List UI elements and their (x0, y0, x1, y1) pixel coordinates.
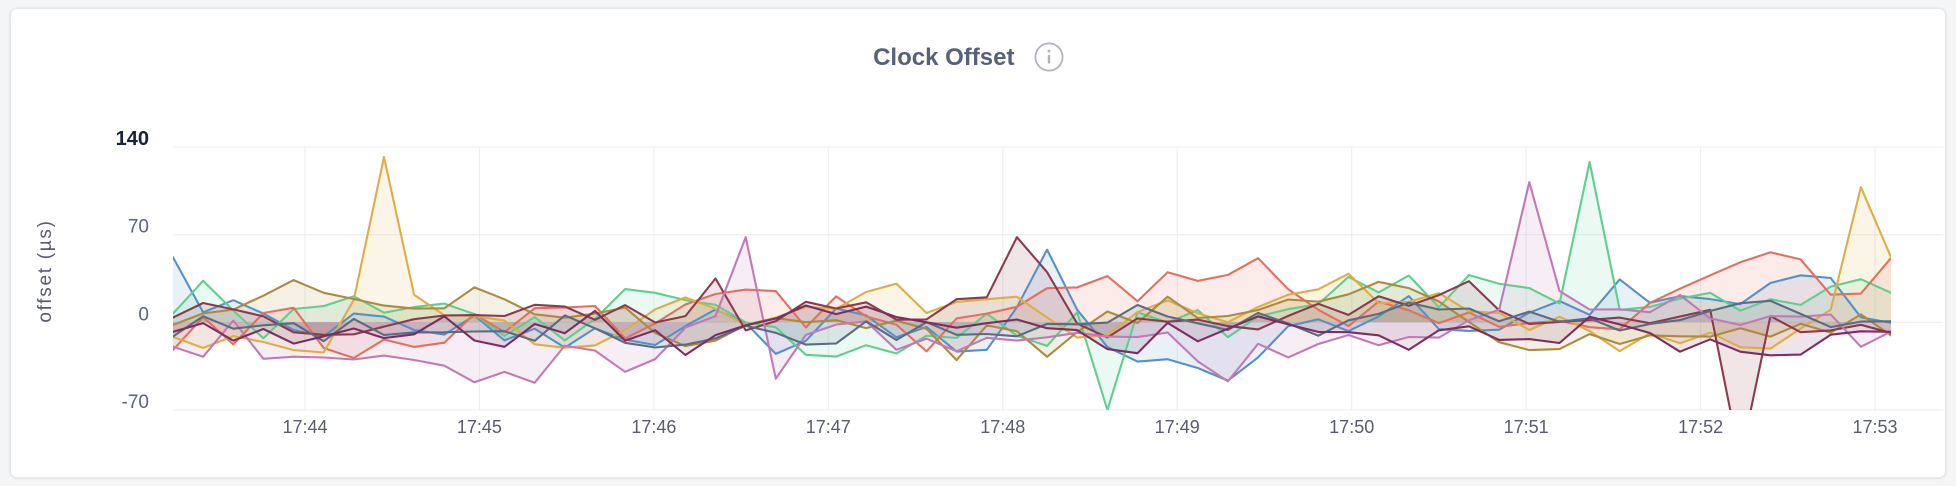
svg-text:0: 0 (138, 304, 149, 325)
svg-text:17:50: 17:50 (1329, 417, 1374, 437)
svg-text:140: 140 (116, 128, 149, 150)
svg-text:17:52: 17:52 (1678, 417, 1723, 437)
svg-text:17:46: 17:46 (631, 417, 676, 437)
svg-text:17:49: 17:49 (1155, 417, 1200, 437)
svg-text:17:45: 17:45 (457, 417, 502, 437)
svg-text:17:51: 17:51 (1504, 417, 1549, 437)
svg-text:17:44: 17:44 (282, 417, 327, 437)
svg-text:70: 70 (128, 217, 149, 238)
svg-text:17:53: 17:53 (1852, 417, 1897, 437)
svg-text:17:48: 17:48 (980, 417, 1025, 437)
svg-text:-70: -70 (122, 392, 149, 413)
svg-text:17:47: 17:47 (806, 417, 851, 437)
